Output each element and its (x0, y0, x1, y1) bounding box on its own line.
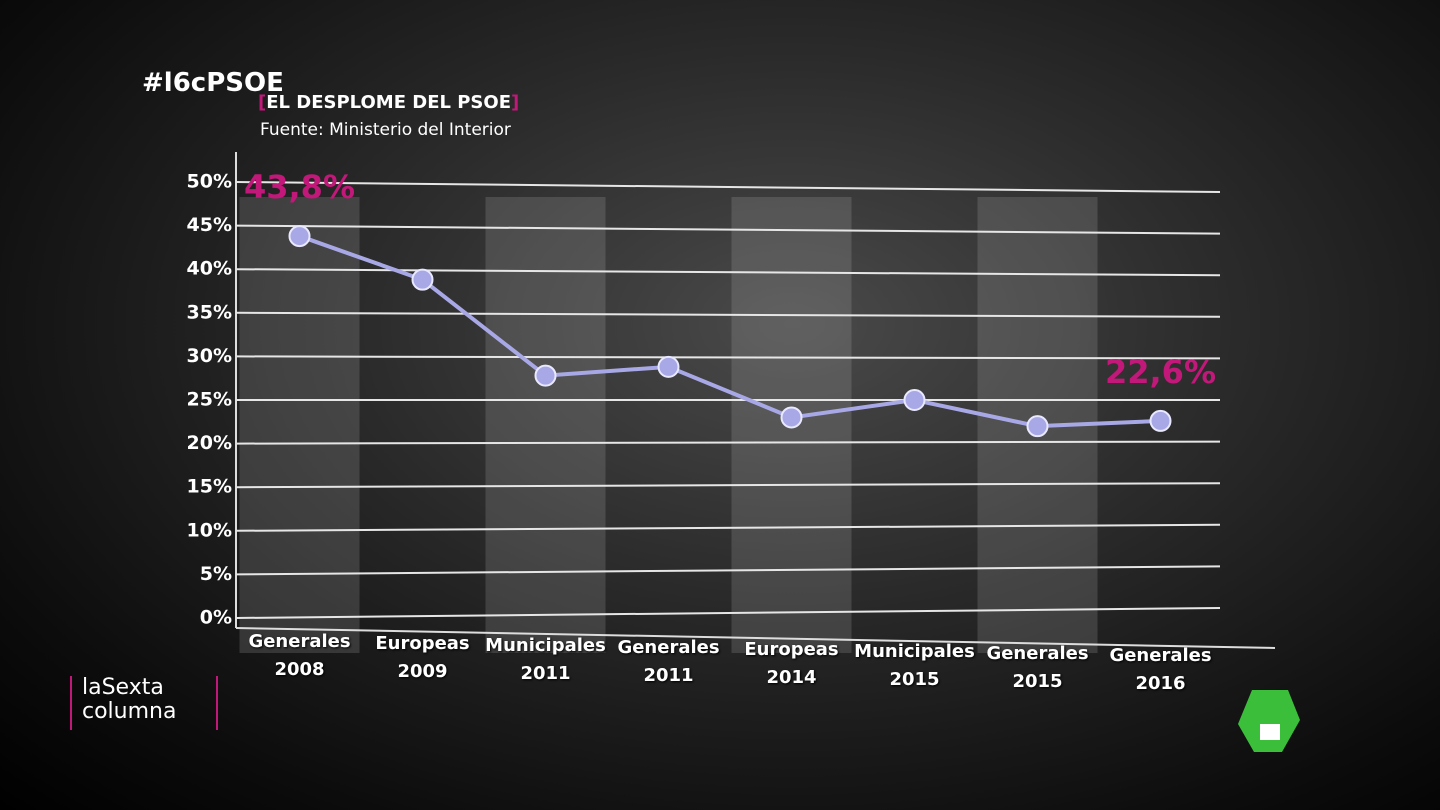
y-tick-label: 40% (187, 258, 232, 280)
point (780, 406, 803, 429)
background-column (485, 197, 606, 653)
point (288, 225, 311, 248)
y-tick-label: 5% (200, 563, 232, 585)
grid-line (235, 440, 1221, 445)
title-text: EL DESPLOME DEL PSOE (266, 92, 511, 113)
y-tick-label: 0% (200, 607, 232, 629)
grid-line (235, 482, 1221, 489)
grid-line (235, 224, 1221, 235)
data-label: 22,6% (1105, 353, 1216, 391)
point (411, 268, 434, 291)
x-tick-label: Europeas 2014 (744, 639, 839, 688)
grid-line (235, 607, 1221, 619)
data-label: 43,8% (244, 168, 355, 206)
x-tick-label: Generales 2011 (617, 637, 720, 686)
point (534, 364, 557, 387)
background-column (239, 197, 360, 653)
grid-line (235, 523, 1221, 532)
x-tick-label: Generales 2008 (248, 631, 351, 680)
y-tick-label: 35% (187, 301, 232, 323)
point (903, 389, 926, 411)
grid-line (235, 311, 1221, 318)
logo-inner (1260, 724, 1280, 740)
x-tick-label: Generales 2016 (1109, 645, 1212, 694)
y-tick-label: 50% (187, 171, 232, 193)
x-axis (235, 627, 1276, 649)
chart-subtitle: Fuente: Ministerio del Interior (260, 120, 511, 140)
point (1149, 409, 1172, 432)
logo-shape (1238, 690, 1300, 752)
hashtag: #l6cPSOE (142, 68, 284, 98)
x-tick-label: Municipales 2011 (485, 635, 606, 684)
y-tick-label: 15% (187, 476, 232, 498)
y-tick-label: 10% (187, 519, 232, 541)
x-tick-label: Generales 2015 (986, 643, 1089, 692)
network-logo (1238, 690, 1300, 752)
y-tick-label: 45% (187, 214, 232, 236)
y-tick-label: 25% (187, 389, 232, 411)
point (657, 355, 680, 378)
channel-logo: laSexta columna (70, 676, 218, 730)
grid-line (235, 181, 1221, 193)
chart-title: [EL DESPLOME DEL PSOE] (258, 92, 520, 113)
grid-line (235, 565, 1221, 576)
y-tick-label: 30% (187, 345, 232, 367)
y-tick-label: 20% (187, 432, 232, 454)
x-tick-label: Municipales 2015 (854, 641, 975, 690)
point (1026, 415, 1049, 438)
x-tick-label: Europeas 2009 (375, 633, 470, 682)
line (298, 234, 1161, 429)
grid-line (235, 355, 1221, 360)
